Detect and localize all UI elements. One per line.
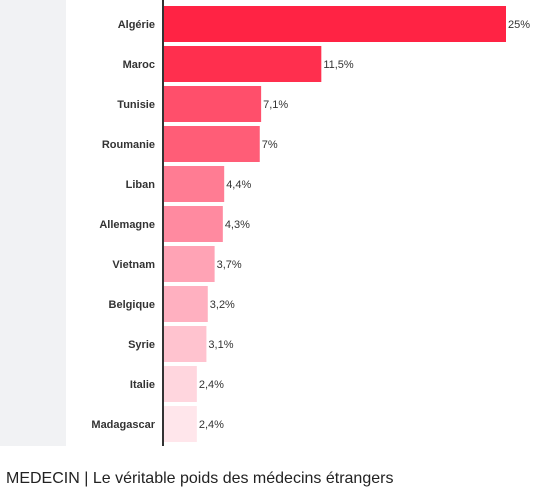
category-label-liban: Liban bbox=[126, 179, 156, 191]
bar-algerie bbox=[164, 6, 506, 42]
category-label-maroc: Maroc bbox=[123, 59, 155, 71]
value-label-belgique: 3,2% bbox=[210, 299, 235, 311]
category-label-belgique: Belgique bbox=[109, 299, 155, 311]
value-label-maroc: 11,5% bbox=[323, 59, 354, 71]
value-label-vietnam: 3,7% bbox=[217, 259, 242, 271]
bar-vietnam bbox=[164, 246, 215, 282]
value-label-roumanie: 7% bbox=[262, 139, 278, 151]
category-label-madagascar: Madagascar bbox=[91, 419, 155, 431]
category-label-italie: Italie bbox=[130, 379, 155, 391]
chart-caption: MEDECIN | Le véritable poids des médecin… bbox=[6, 470, 394, 487]
category-label-syrie: Syrie bbox=[128, 339, 155, 351]
bar-tunisie bbox=[164, 86, 262, 122]
value-label-syrie: 3,1% bbox=[208, 339, 233, 351]
bar-madagascar bbox=[164, 406, 197, 442]
value-label-allemagne: 4,3% bbox=[225, 219, 250, 231]
bar-allemagne bbox=[164, 206, 223, 242]
value-label-madagascar: 2,4% bbox=[199, 419, 224, 431]
bar-italie bbox=[164, 366, 197, 402]
bar-liban bbox=[164, 166, 225, 202]
chart-left-band bbox=[0, 0, 66, 446]
bar-belgique bbox=[164, 286, 208, 322]
category-label-vietnam: Vietnam bbox=[112, 259, 155, 271]
bar-chart: Algérie Maroc Tunisie Roumanie Liban Allemagn… bbox=[91, 0, 530, 446]
bar-roumanie bbox=[164, 126, 260, 162]
category-label-roumanie: Roumanie bbox=[102, 139, 155, 151]
value-label-tunisie: 7,1% bbox=[263, 99, 288, 111]
category-label-allemagne: Allemagne bbox=[99, 219, 155, 231]
value-label-italie: 2,4% bbox=[199, 379, 224, 391]
value-label-algerie: 25% bbox=[508, 19, 530, 31]
value-label-liban: 4,4% bbox=[226, 179, 251, 191]
category-label-algerie: Algérie bbox=[118, 19, 155, 31]
category-label-tunisie: Tunisie bbox=[117, 99, 155, 111]
bar-maroc bbox=[164, 46, 322, 82]
bar-syrie bbox=[164, 326, 207, 362]
